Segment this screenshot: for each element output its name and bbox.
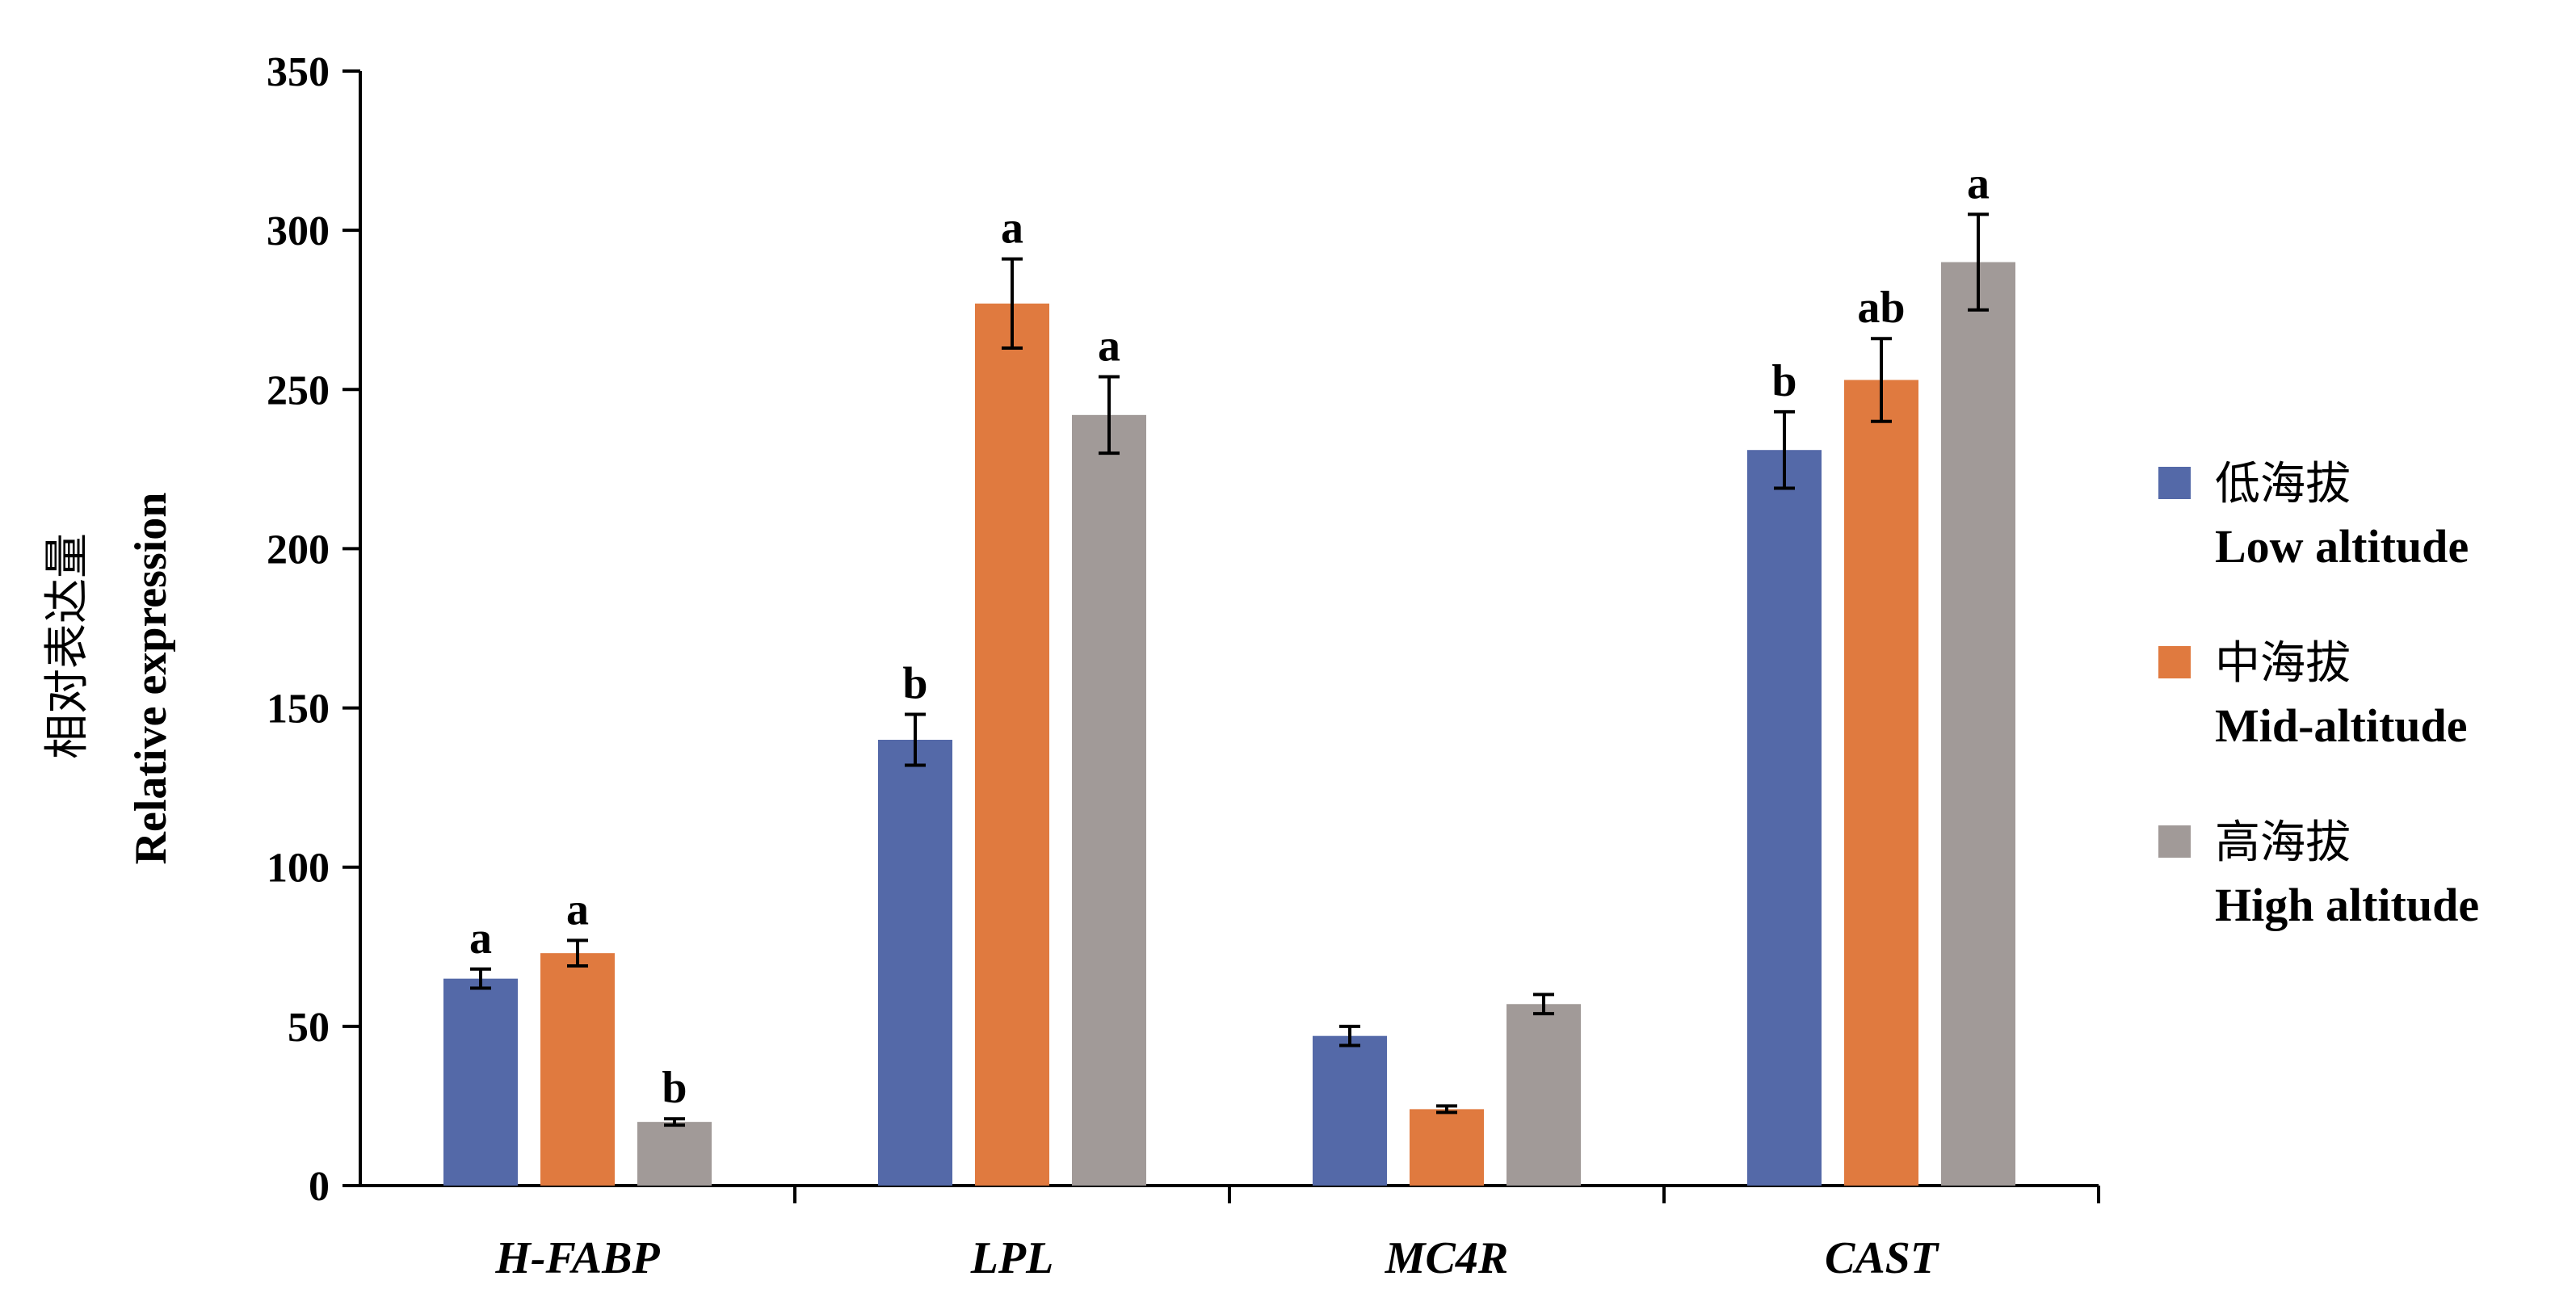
error-bar [470,967,491,990]
bar [540,953,615,1186]
x-category-label: CAST [1825,1233,1940,1283]
y-tick-label: 350 [267,49,330,95]
significance-label: b [1771,356,1796,406]
y-tick-label: 250 [267,367,330,414]
error-bar [1436,1104,1457,1115]
bar [975,303,1049,1186]
bar [878,740,952,1186]
y-tick-label: 0 [309,1164,330,1210]
significance-label: ab [1857,283,1905,333]
significance-label: a [1001,204,1023,254]
bar [443,978,518,1186]
legend-item: 中海拔 Mid-altitude [2158,637,2468,752]
bar [1941,262,2015,1186]
legend-swatch [2158,825,2191,858]
x-category-label: LPL [970,1233,1054,1283]
y-tick-label: 100 [267,846,330,892]
legend: 低海拔 Low altitude 中海拔 Mid-altitude 高海拔 High al… [2158,458,2479,931]
legend-item: 低海拔 Low altitude [2158,458,2469,573]
legend-label-cn: 高海拔 [2215,817,2351,869]
bar [1072,414,1146,1186]
legend-item: 高海拔 High altitude [2158,817,2479,931]
error-bar [1968,212,1989,312]
bar [637,1122,712,1186]
y-tick-label: 150 [267,686,330,733]
y-tick-label: 50 [288,1005,330,1051]
bar [1313,1035,1387,1186]
significance-label: a [1098,321,1120,372]
y-axis-label-en: Relative expression [126,493,176,865]
significance-label: b [902,658,927,708]
y-axis-title: 相对表达量 Relative expression [41,493,176,865]
significance-label: a [1967,158,1990,208]
legend-swatch [2158,646,2191,678]
bar [1747,450,1822,1186]
error-bar [1002,257,1023,351]
error-bar [1774,409,1795,490]
axes: 0 50 100 150 200 250 300 350 H-FABP LPL MC4R CAST [267,49,2100,1283]
legend-label-cn: 中海拔 [2215,637,2351,690]
legend-label-en: Mid-altitude [2215,699,2468,752]
y-axis-label-cn: 相对表达量 [41,533,94,759]
legend-label-en: Low altitude [2215,520,2469,573]
x-category-label: MC4R [1385,1233,1509,1283]
error-bar [1339,1024,1360,1047]
bar [1507,1004,1581,1186]
error-bar [905,712,926,767]
significance-label: a [469,913,492,963]
legend-label-cn: 低海拔 [2215,458,2351,510]
error-bar [1099,375,1120,455]
x-category-label: H-FABP [494,1233,660,1283]
bar [1410,1109,1484,1186]
bar [1844,380,1918,1186]
significance-label: a [566,884,589,934]
error-bar [567,938,588,968]
significance-label: b [662,1063,687,1113]
error-bar [664,1117,685,1127]
legend-label-en: High altitude [2215,879,2479,931]
legend-swatch [2158,467,2191,499]
error-bar [1871,337,1892,423]
y-tick-label: 200 [267,527,330,573]
y-tick-label: 300 [267,208,330,254]
error-bar [1533,993,1554,1016]
